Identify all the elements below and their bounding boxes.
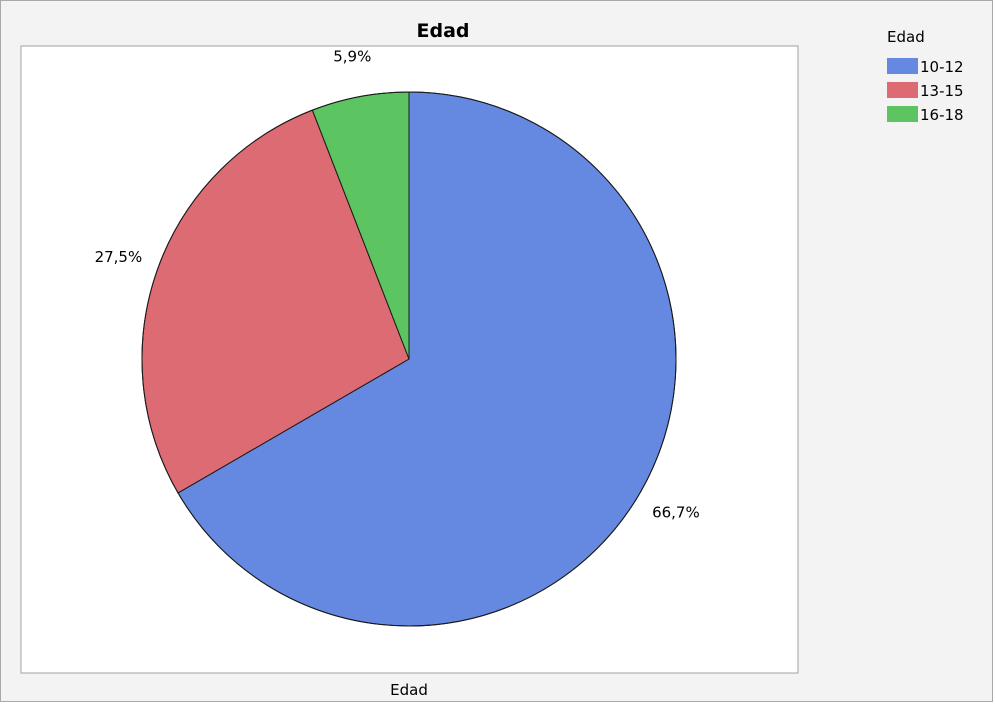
legend-item-13-15: 13-15 xyxy=(887,82,964,100)
pie-outline xyxy=(141,91,677,627)
legend-swatch-13-15 xyxy=(887,82,918,98)
legend-item-10-12: 10-12 xyxy=(887,58,964,76)
legend-title: Edad xyxy=(887,28,925,46)
slice-label-13-15: 27,5% xyxy=(95,248,143,266)
legend-label-13-15: 13-15 xyxy=(920,82,964,100)
slice-label-10-12: 66,7% xyxy=(652,504,700,522)
pie-slices xyxy=(141,91,677,627)
legend-item-16-18: 16-18 xyxy=(887,106,964,124)
slice-label-16-18: 5,9% xyxy=(333,47,371,65)
legend-label-10-12: 10-12 xyxy=(920,58,964,76)
legend: Edad 10-12 13-15 16-18 xyxy=(887,28,964,124)
legend-swatch-10-12 xyxy=(887,58,918,74)
legend-label-16-18: 16-18 xyxy=(920,106,964,124)
x-axis-label: Edad xyxy=(390,681,428,699)
pie-slice-labels: 66,7% 27,5% 5,9% xyxy=(95,47,700,521)
legend-swatch-16-18 xyxy=(887,106,918,122)
chart-title: Edad xyxy=(416,20,469,42)
